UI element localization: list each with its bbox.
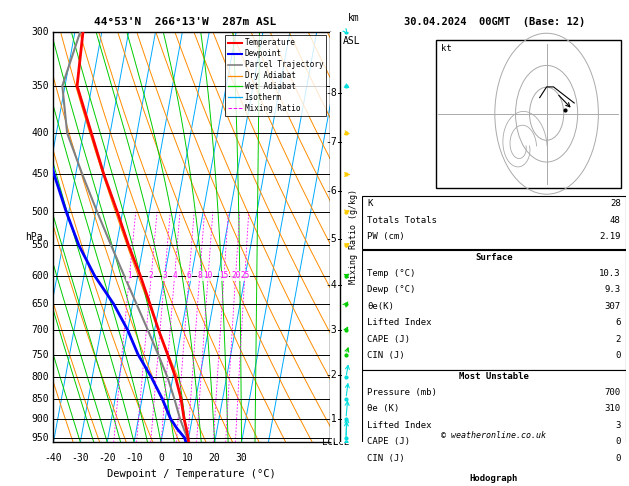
Text: 20: 20 (231, 271, 240, 280)
Text: 600: 600 (31, 271, 49, 281)
Text: 2: 2 (149, 271, 153, 280)
Text: LCL: LCL (333, 438, 349, 447)
Text: 0: 0 (158, 452, 164, 463)
Text: -40: -40 (45, 452, 62, 463)
Text: 25: 25 (240, 271, 250, 280)
Text: -1: -1 (325, 414, 337, 424)
Text: -20: -20 (98, 452, 116, 463)
Text: Most Unstable: Most Unstable (459, 372, 529, 381)
Text: 10.3: 10.3 (599, 269, 621, 278)
Text: 310: 310 (604, 404, 621, 414)
Text: 450: 450 (31, 170, 49, 179)
Text: 3: 3 (162, 271, 167, 280)
Bar (362, 196, 626, 249)
Text: 700: 700 (604, 388, 621, 397)
Text: Totals Totals: Totals Totals (367, 216, 437, 225)
Text: 650: 650 (31, 299, 49, 309)
Text: 950: 950 (31, 433, 49, 443)
Text: 550: 550 (31, 240, 49, 250)
Text: -4: -4 (325, 280, 337, 290)
Text: Temp (°C): Temp (°C) (367, 269, 415, 278)
Text: 700: 700 (31, 325, 49, 335)
Text: 30: 30 (236, 452, 247, 463)
Text: 8: 8 (198, 271, 202, 280)
Text: 6: 6 (187, 271, 191, 280)
Text: km: km (348, 14, 360, 23)
Legend: Temperature, Dewpoint, Parcel Trajectory, Dry Adiabat, Wet Adiabat, Isotherm, Mi: Temperature, Dewpoint, Parcel Trajectory… (225, 35, 326, 116)
Text: CIN (J): CIN (J) (367, 351, 404, 360)
Text: Hodograph: Hodograph (470, 474, 518, 483)
Text: 0: 0 (615, 437, 621, 446)
Text: 350: 350 (31, 81, 49, 91)
Text: -6: -6 (325, 186, 337, 196)
Text: kt: kt (441, 44, 452, 53)
Text: 15: 15 (220, 271, 228, 280)
Text: 400: 400 (31, 128, 49, 138)
Text: 300: 300 (31, 27, 49, 36)
Bar (436, 40, 621, 188)
Text: K: K (367, 199, 372, 208)
Text: 2: 2 (615, 335, 621, 344)
Text: CAPE (J): CAPE (J) (367, 335, 410, 344)
Text: 30.04.2024  00GMT  (Base: 12): 30.04.2024 00GMT (Base: 12) (404, 17, 586, 27)
Bar (362, 369, 626, 472)
Text: -8: -8 (325, 88, 337, 98)
Text: Mixing Ratio (g/kg): Mixing Ratio (g/kg) (349, 190, 359, 284)
Text: 0: 0 (615, 454, 621, 463)
Text: CAPE (J): CAPE (J) (367, 437, 410, 446)
Text: ASL: ASL (342, 35, 360, 46)
Text: Surface: Surface (475, 253, 513, 261)
Text: θe (K): θe (K) (367, 404, 399, 414)
Text: 850: 850 (31, 394, 49, 404)
Text: 44°53'N  266°13'W  287m ASL: 44°53'N 266°13'W 287m ASL (94, 17, 277, 27)
Text: 10: 10 (204, 271, 213, 280)
Text: Lifted Index: Lifted Index (367, 318, 431, 327)
Text: 6: 6 (615, 318, 621, 327)
Bar (362, 472, 626, 486)
Text: -7: -7 (325, 137, 337, 147)
Text: Dewp (°C): Dewp (°C) (367, 285, 415, 295)
Text: LCL: LCL (322, 438, 338, 447)
Text: -5: -5 (325, 234, 337, 244)
Text: 307: 307 (604, 302, 621, 311)
Text: 1: 1 (127, 271, 132, 280)
Text: 800: 800 (31, 372, 49, 382)
Text: -2: -2 (325, 370, 337, 380)
Text: Dewpoint / Temperature (°C): Dewpoint / Temperature (°C) (108, 469, 276, 479)
Text: 9.3: 9.3 (604, 285, 621, 295)
Text: θe(K): θe(K) (367, 302, 394, 311)
Text: 28: 28 (610, 199, 621, 208)
Text: Pressure (mb): Pressure (mb) (367, 388, 437, 397)
Bar (362, 250, 626, 369)
Text: 10: 10 (182, 452, 194, 463)
Text: 48: 48 (610, 216, 621, 225)
Text: 750: 750 (31, 349, 49, 360)
Text: 2.19: 2.19 (599, 232, 621, 241)
Text: -3: -3 (325, 325, 337, 335)
Text: hPa: hPa (25, 232, 43, 242)
Text: -30: -30 (72, 452, 89, 463)
Text: 500: 500 (31, 207, 49, 217)
Text: CIN (J): CIN (J) (367, 454, 404, 463)
Text: 0: 0 (615, 351, 621, 360)
Text: 3: 3 (615, 421, 621, 430)
Text: PW (cm): PW (cm) (367, 232, 404, 241)
Text: © weatheronline.co.uk: © weatheronline.co.uk (442, 431, 546, 440)
Text: -10: -10 (125, 452, 143, 463)
Text: Lifted Index: Lifted Index (367, 421, 431, 430)
Text: 20: 20 (209, 452, 221, 463)
Text: 4: 4 (172, 271, 177, 280)
Text: 900: 900 (31, 414, 49, 424)
